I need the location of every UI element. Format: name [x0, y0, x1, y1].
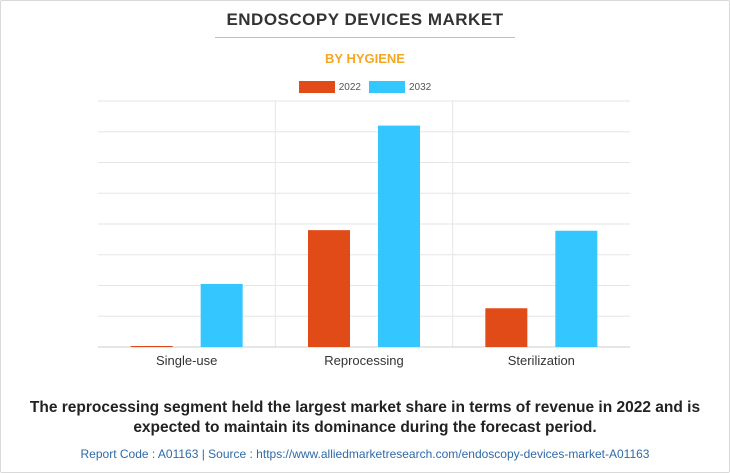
- x-tick-label: Single-use: [156, 353, 217, 368]
- legend-label-2032: 2032: [409, 81, 432, 93]
- source-footer[interactable]: Report Code : A01163 | Source : https://…: [80, 447, 650, 461]
- title-divider: [215, 37, 515, 38]
- legend-item-2022[interactable]: 2022: [298, 81, 361, 93]
- bar-2022-reprocessing: [308, 230, 350, 347]
- bar-chart: Single-use Reprocessing Sterilization: [98, 100, 630, 368]
- bar-2032-sterilization: [555, 230, 598, 347]
- chart-legend: 2022 2032: [0, 80, 730, 94]
- bar-2032-reprocessing: [378, 125, 420, 347]
- bar-2032-single-use: [200, 283, 243, 347]
- bar-2022-single-use: [130, 346, 173, 347]
- x-tick-label: Sterilization: [508, 353, 575, 368]
- chart-title: ENDOSCOPY DEVICES MARKET: [226, 10, 504, 29]
- legend-label-2022: 2022: [338, 81, 361, 93]
- chart-subtitle: BY HYGIENE: [325, 51, 405, 66]
- legend-item-2032[interactable]: 2032: [369, 81, 431, 93]
- x-tick-label: Reprocessing: [324, 353, 404, 368]
- legend-swatch-2032: [369, 81, 405, 93]
- chart-caption: The reprocessing segment held the larges…: [29, 399, 701, 436]
- bar-2022-sterilization: [485, 308, 528, 347]
- legend-swatch-2022: [298, 81, 335, 93]
